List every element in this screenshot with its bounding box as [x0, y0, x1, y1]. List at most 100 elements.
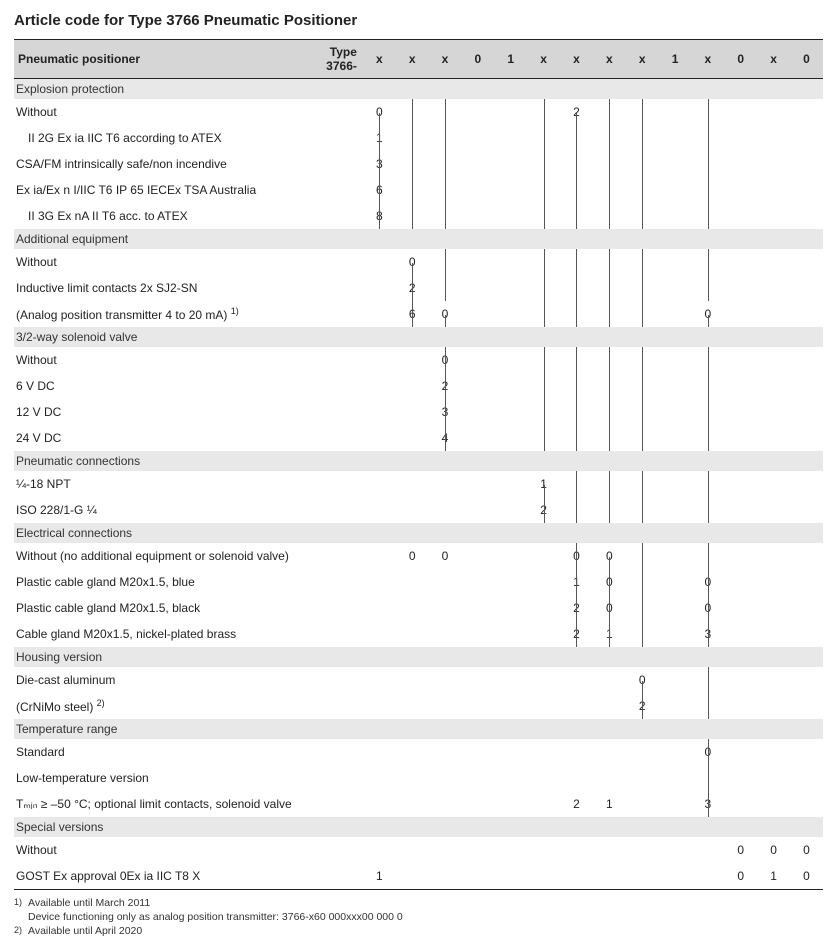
cell — [659, 543, 692, 569]
cell — [659, 693, 692, 719]
cell — [790, 301, 823, 327]
cell — [691, 203, 724, 229]
cell — [626, 739, 659, 765]
cell — [429, 621, 462, 647]
cell — [790, 99, 823, 125]
header-col: x — [626, 40, 659, 79]
cell — [790, 151, 823, 177]
cell — [494, 373, 527, 399]
cell — [396, 621, 429, 647]
cell — [527, 693, 560, 719]
cell — [691, 837, 724, 863]
cell — [494, 569, 527, 595]
table-row: Without0 — [14, 249, 823, 275]
footnote: Device functioning only as analog positi… — [14, 910, 823, 924]
section-label: Housing version — [14, 647, 823, 667]
table-row: Without (no additional equipment or sole… — [14, 543, 823, 569]
cell — [527, 249, 560, 275]
section-label: 3/2-way solenoid valve — [14, 327, 823, 347]
cell — [757, 399, 790, 425]
cell: 2 — [396, 275, 429, 301]
cell — [461, 595, 494, 621]
cell — [494, 693, 527, 719]
cell — [659, 275, 692, 301]
cell — [626, 471, 659, 497]
cell — [396, 203, 429, 229]
cell — [790, 595, 823, 621]
cell — [363, 791, 396, 817]
cell: 1 — [593, 791, 626, 817]
header-col: 1 — [494, 40, 527, 79]
cell — [790, 667, 823, 693]
table-row: ISO 228/1-G ¼2 — [14, 497, 823, 523]
section-label: Electrical connections — [14, 523, 823, 543]
header-col: x — [396, 40, 429, 79]
row-label: Die-cast aluminum — [14, 667, 363, 693]
cell — [363, 739, 396, 765]
cell — [461, 275, 494, 301]
cell — [396, 667, 429, 693]
cell — [593, 373, 626, 399]
cell — [494, 203, 527, 229]
cell — [494, 275, 527, 301]
cell — [626, 275, 659, 301]
cell — [560, 301, 593, 327]
header-col: 0 — [461, 40, 494, 79]
cell — [691, 693, 724, 719]
cell — [626, 99, 659, 125]
cell — [461, 863, 494, 890]
cell: 0 — [593, 543, 626, 569]
cell — [593, 203, 626, 229]
cell — [691, 543, 724, 569]
cell — [691, 125, 724, 151]
row-label: Without — [14, 99, 363, 125]
cell — [626, 177, 659, 203]
cell: 1 — [363, 863, 396, 890]
cell — [461, 837, 494, 863]
header-label: Pneumatic positioner — [14, 40, 302, 79]
cell — [461, 301, 494, 327]
cell — [593, 177, 626, 203]
cell — [790, 425, 823, 451]
table-row: Die-cast aluminum0 — [14, 667, 823, 693]
cell — [527, 399, 560, 425]
header-col: x — [593, 40, 626, 79]
cell — [593, 99, 626, 125]
cell — [560, 203, 593, 229]
cell: 0 — [396, 543, 429, 569]
cell — [724, 543, 757, 569]
cell — [626, 125, 659, 151]
cell — [429, 693, 462, 719]
cell — [363, 275, 396, 301]
cell — [527, 125, 560, 151]
cell — [494, 301, 527, 327]
section-row: Additional equipment — [14, 229, 823, 249]
cell — [429, 595, 462, 621]
cell — [757, 177, 790, 203]
footnotes: 1)Available until March 2011Device funct… — [14, 896, 823, 939]
row-label: Without — [14, 249, 363, 275]
cell — [593, 863, 626, 890]
cell — [724, 693, 757, 719]
cell — [659, 373, 692, 399]
cell — [363, 569, 396, 595]
cell — [691, 151, 724, 177]
cell — [691, 497, 724, 523]
cell: 6 — [396, 301, 429, 327]
cell — [790, 399, 823, 425]
cell: 0 — [790, 837, 823, 863]
cell — [757, 595, 790, 621]
table-row: Standard0 — [14, 739, 823, 765]
cell — [527, 837, 560, 863]
row-label: Without (no additional equipment or sole… — [14, 543, 363, 569]
cell — [396, 765, 429, 791]
cell — [593, 301, 626, 327]
cell — [461, 543, 494, 569]
cell — [790, 347, 823, 373]
cell — [429, 837, 462, 863]
cell — [527, 569, 560, 595]
cell — [790, 125, 823, 151]
cell: 2 — [560, 791, 593, 817]
header-col: x — [429, 40, 462, 79]
table-row: 6 V DC2 — [14, 373, 823, 399]
